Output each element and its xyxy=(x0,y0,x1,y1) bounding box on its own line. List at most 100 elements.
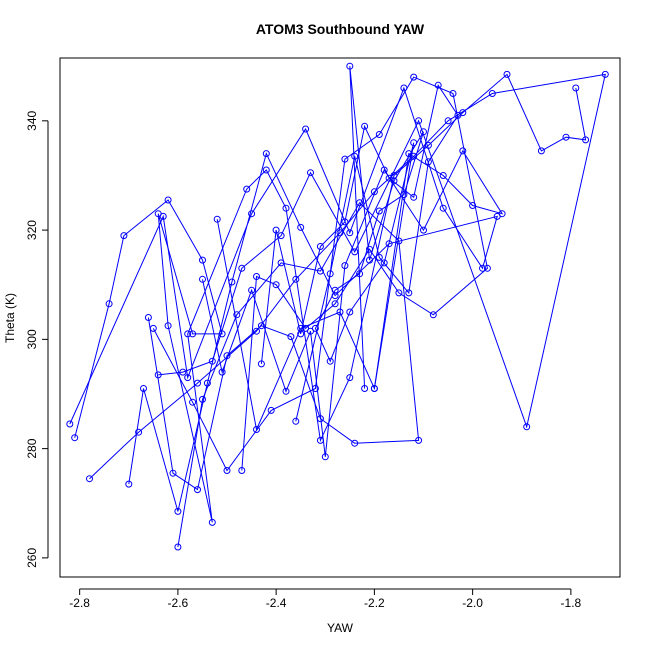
data-point xyxy=(331,286,339,294)
data-point xyxy=(351,152,359,160)
data-point xyxy=(346,229,354,237)
y-axis-label: Theta (K) xyxy=(3,293,17,343)
series-line xyxy=(202,149,504,457)
data-point xyxy=(375,207,383,215)
data-point xyxy=(326,270,334,278)
x-tick-label: -2.2 xyxy=(364,596,385,610)
data-point xyxy=(439,172,447,179)
data-point xyxy=(375,253,383,261)
x-tick-label: -2.6 xyxy=(168,596,189,610)
plot-frame xyxy=(59,57,621,578)
x-tick-label: -2.8 xyxy=(69,596,90,610)
data-point xyxy=(351,439,359,447)
data-point xyxy=(199,395,206,403)
data-point xyxy=(449,90,457,97)
data-point xyxy=(135,428,143,436)
data-point xyxy=(307,169,314,177)
series-layer xyxy=(66,62,609,551)
series-line xyxy=(260,84,459,422)
data-point xyxy=(66,420,74,428)
y-tick-label: 300 xyxy=(25,329,39,349)
data-point xyxy=(341,262,349,270)
data-point xyxy=(223,467,231,474)
data-point xyxy=(262,166,270,174)
data-point xyxy=(498,210,506,218)
data-point xyxy=(253,426,260,433)
data-point xyxy=(174,507,182,515)
data-point xyxy=(144,314,152,321)
x-axis: -2.8 -2.6 -2.4 -2.2 -2.0 -1.8 xyxy=(69,588,582,610)
data-point xyxy=(537,147,545,155)
data-point xyxy=(316,267,324,275)
data-point xyxy=(582,136,590,144)
data-point xyxy=(199,275,206,283)
data-point xyxy=(184,330,192,338)
data-point xyxy=(415,117,423,125)
data-point xyxy=(483,264,491,272)
data-point xyxy=(257,322,265,330)
data-point xyxy=(562,133,570,141)
chart-title: ATOM3 Southbound YAW xyxy=(256,21,425,37)
data-point xyxy=(282,204,290,212)
data-point xyxy=(218,368,226,376)
data-point xyxy=(243,185,251,193)
data-point xyxy=(346,308,354,316)
data-point xyxy=(361,385,369,392)
series-8 xyxy=(311,62,427,392)
data-point xyxy=(410,193,418,201)
series-7 xyxy=(257,81,462,425)
x-axis-label: YAW xyxy=(327,621,354,635)
series-line xyxy=(152,76,488,472)
data-point xyxy=(415,436,423,444)
data-point xyxy=(311,324,319,332)
data-point xyxy=(410,139,418,147)
data-point xyxy=(601,70,609,78)
data-point xyxy=(194,486,201,494)
series-line xyxy=(89,73,606,480)
data-point xyxy=(233,311,241,319)
y-tick-label: 320 xyxy=(25,220,39,240)
data-point xyxy=(184,374,192,382)
series-line xyxy=(147,201,420,548)
data-point xyxy=(164,196,172,204)
data-point xyxy=(297,330,305,338)
data-point xyxy=(380,259,388,267)
series-6 xyxy=(199,147,506,461)
data-point xyxy=(194,379,201,387)
data-point xyxy=(272,226,280,234)
data-point xyxy=(282,387,290,395)
series-line xyxy=(74,73,587,523)
x-tick-label: -2.0 xyxy=(462,596,483,610)
data-point xyxy=(439,204,447,212)
series-5 xyxy=(149,73,491,474)
y-tick-label: 340 xyxy=(25,110,39,130)
data-point xyxy=(253,327,260,335)
data-point xyxy=(257,360,265,368)
data-point xyxy=(375,131,383,138)
data-point xyxy=(149,324,157,332)
data-point xyxy=(169,469,177,477)
data-point xyxy=(272,281,280,289)
data-point xyxy=(248,210,256,218)
data-point xyxy=(120,232,128,240)
data-point xyxy=(341,155,349,163)
data-point xyxy=(488,90,496,97)
data-point xyxy=(336,308,344,316)
series-line xyxy=(69,86,498,512)
data-point xyxy=(356,270,364,278)
data-point xyxy=(238,264,246,272)
data-point xyxy=(366,256,373,264)
data-point xyxy=(503,70,511,78)
data-point xyxy=(410,73,418,81)
data-point xyxy=(523,423,531,431)
data-point xyxy=(267,406,275,414)
data-point xyxy=(351,248,359,256)
data-point xyxy=(311,385,319,392)
data-point xyxy=(336,229,344,237)
data-point xyxy=(287,333,295,341)
data-point xyxy=(238,467,246,474)
data-point xyxy=(213,215,221,223)
data-point xyxy=(277,232,285,240)
data-point xyxy=(297,223,305,231)
data-point xyxy=(390,177,398,185)
